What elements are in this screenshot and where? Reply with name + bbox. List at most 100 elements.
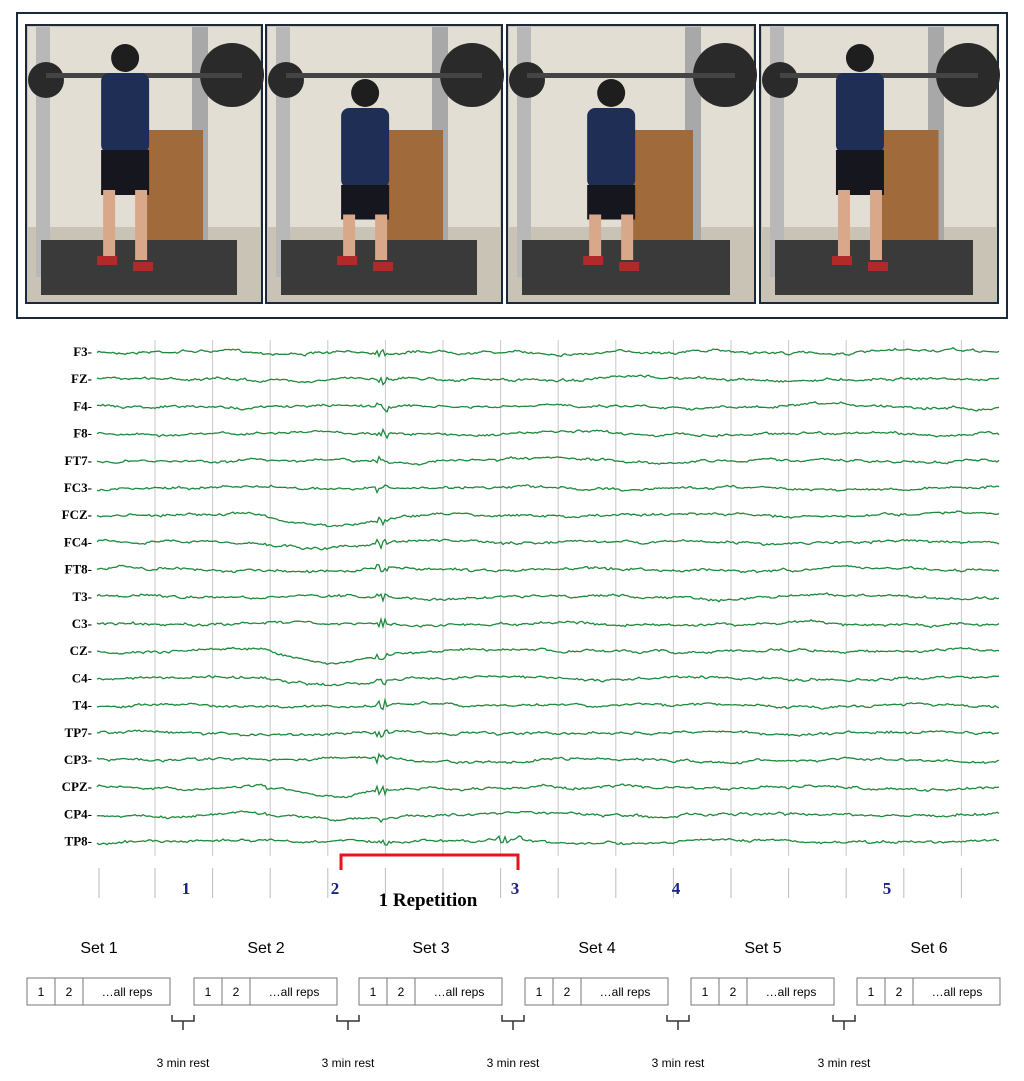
wood-board bbox=[879, 130, 939, 250]
rep-cell: 2 bbox=[233, 985, 240, 999]
set-box bbox=[690, 977, 835, 1006]
rest-brace bbox=[666, 1015, 690, 1030]
rep-cell: 1 bbox=[536, 985, 543, 999]
shorts bbox=[587, 185, 636, 220]
shorts bbox=[341, 185, 390, 220]
shoe bbox=[373, 262, 394, 271]
shoe bbox=[831, 256, 852, 265]
repetition-label: 1 Repetition bbox=[379, 890, 478, 911]
eeg-trace bbox=[96, 697, 1000, 711]
shoe bbox=[133, 262, 154, 271]
eeg-trace bbox=[96, 563, 1000, 574]
channel-label: FT7- bbox=[65, 453, 92, 468]
channel-label: FC3- bbox=[64, 480, 92, 495]
eeg-trace bbox=[96, 510, 1000, 528]
eeg-trace bbox=[96, 538, 1000, 551]
repetition-marker: 2 bbox=[331, 879, 340, 898]
set-box bbox=[358, 977, 503, 1006]
set-title: Set 1 bbox=[80, 940, 117, 957]
weight-plate bbox=[509, 62, 545, 98]
set-title: Set 6 bbox=[910, 940, 947, 957]
rep-cell: …all reps bbox=[600, 985, 651, 999]
torso bbox=[341, 108, 390, 188]
repetition-marker: 4 bbox=[672, 879, 681, 898]
eeg-trace bbox=[96, 346, 1000, 359]
rest-brace bbox=[336, 1015, 360, 1030]
head bbox=[845, 44, 874, 72]
set-diagram: 1 2 3 4 5 1 Repetition Set 1 1 2 …all reps Set 2 1 2… bbox=[26, 853, 1001, 1070]
weight-plate bbox=[268, 62, 304, 98]
set-box bbox=[26, 977, 171, 1006]
channel-label: CP3- bbox=[64, 752, 92, 767]
photo-panel bbox=[25, 24, 264, 304]
rep-cell: 2 bbox=[66, 985, 73, 999]
shorts bbox=[835, 150, 884, 195]
channel-label: FC4- bbox=[64, 534, 92, 549]
repetition-marker: 1 bbox=[182, 879, 191, 898]
photo-strip bbox=[25, 24, 1000, 304]
torso bbox=[587, 108, 636, 188]
channel-label: FZ- bbox=[71, 371, 92, 386]
wood-board bbox=[384, 130, 443, 250]
leg bbox=[343, 214, 356, 260]
rep-cell: …all reps bbox=[932, 985, 983, 999]
rep-cell: …all reps bbox=[766, 985, 817, 999]
eeg-trace bbox=[96, 374, 1000, 386]
rep-cell: 1 bbox=[370, 985, 377, 999]
shoe bbox=[97, 256, 118, 265]
wood-board bbox=[631, 130, 693, 250]
rest-brace bbox=[501, 1015, 525, 1030]
leg bbox=[869, 190, 882, 260]
torso bbox=[835, 73, 884, 153]
eeg-trace bbox=[96, 401, 1000, 413]
rep-cell: …all reps bbox=[434, 985, 485, 999]
head bbox=[597, 79, 626, 107]
rep-cell: 2 bbox=[398, 985, 405, 999]
eeg-trace bbox=[96, 616, 1000, 630]
rep-cell: 1 bbox=[205, 985, 212, 999]
barbell bbox=[527, 73, 735, 78]
rep-cell: 2 bbox=[730, 985, 737, 999]
channel-label: F4- bbox=[73, 398, 92, 413]
photo-panel bbox=[265, 24, 504, 304]
eeg-trace bbox=[96, 592, 1000, 604]
rest-brace bbox=[832, 1015, 856, 1030]
rep-cell: 2 bbox=[564, 985, 571, 999]
set-title: Set 3 bbox=[412, 940, 449, 957]
eeg-trace bbox=[96, 810, 1000, 824]
rep-cell: …all reps bbox=[102, 985, 153, 999]
shoe bbox=[867, 262, 888, 271]
barbell bbox=[286, 73, 482, 78]
channel-label: TP8- bbox=[65, 834, 92, 849]
leg bbox=[375, 214, 388, 260]
head bbox=[111, 44, 140, 72]
rest-label: 3 min rest bbox=[157, 1056, 210, 1070]
set-box bbox=[856, 977, 1001, 1006]
channel-label: C3- bbox=[72, 616, 92, 631]
channel-label: F8- bbox=[73, 426, 92, 441]
set-box bbox=[193, 977, 338, 1006]
channel-label: C4- bbox=[72, 670, 92, 685]
eeg-trace bbox=[96, 729, 1000, 739]
weight-plate bbox=[762, 62, 798, 98]
leg bbox=[837, 190, 850, 260]
wood-board bbox=[144, 130, 203, 250]
channel-label: CPZ- bbox=[62, 779, 92, 794]
rep-cell: 2 bbox=[896, 985, 903, 999]
eeg-traces: F3- FZ- F4- F8- FT7- FC3- FCZ- FC4- FT8- T3- C3- CZ… bbox=[62, 340, 1000, 898]
eeg-trace bbox=[96, 646, 1000, 666]
eeg-trace bbox=[96, 783, 1000, 799]
channel-label: T4- bbox=[73, 698, 93, 713]
head bbox=[351, 79, 380, 107]
channel-label: FCZ- bbox=[62, 507, 92, 522]
shorts bbox=[101, 150, 150, 195]
rest-brace bbox=[171, 1015, 195, 1030]
shoe bbox=[337, 256, 358, 265]
set-box bbox=[524, 977, 669, 1006]
eeg-trace bbox=[96, 427, 1000, 440]
weight-plate bbox=[28, 62, 64, 98]
rest-label: 3 min rest bbox=[322, 1056, 375, 1070]
rep-cell: 1 bbox=[702, 985, 709, 999]
repetition-marker: 3 bbox=[511, 879, 520, 898]
